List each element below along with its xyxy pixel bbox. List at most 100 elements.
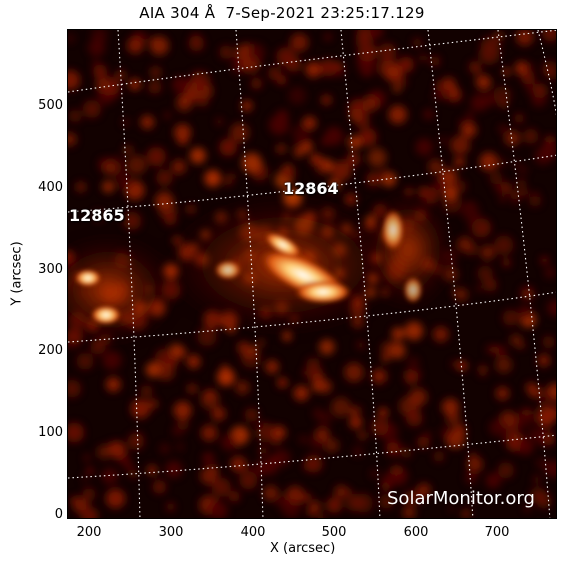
network-blob xyxy=(101,77,120,96)
network-blob xyxy=(215,118,223,126)
network-blob xyxy=(512,159,520,167)
network-blob xyxy=(324,438,340,453)
network-blob xyxy=(288,86,307,105)
network-blob xyxy=(82,488,96,501)
network-blob xyxy=(358,431,367,440)
network-blob xyxy=(102,180,115,193)
network-blob xyxy=(123,211,142,230)
network-blob xyxy=(284,164,292,172)
y-tick: 400 xyxy=(38,180,63,195)
network-blob xyxy=(514,61,529,76)
network-blob xyxy=(540,256,549,265)
network-blob xyxy=(348,136,362,149)
network-blob xyxy=(230,456,247,472)
x-tick: 500 xyxy=(321,525,347,540)
network-blob xyxy=(326,497,343,513)
network-blob xyxy=(344,193,357,206)
network-blob xyxy=(307,506,318,517)
network-blob xyxy=(444,187,458,201)
x-tick: 400 xyxy=(240,525,266,540)
network-blob xyxy=(265,360,279,374)
network-blob xyxy=(171,424,184,437)
network-blob xyxy=(450,360,458,368)
network-blob xyxy=(356,341,365,350)
network-blob xyxy=(494,235,514,255)
network-blob xyxy=(159,443,171,454)
network-blob xyxy=(156,363,175,381)
network-blob xyxy=(280,165,296,181)
network-blob xyxy=(529,487,547,504)
network-blob xyxy=(450,135,470,155)
network-blob xyxy=(275,145,284,153)
network-blob xyxy=(489,419,506,436)
network-blob xyxy=(315,427,330,442)
network-blob xyxy=(526,427,541,441)
network-blob xyxy=(108,441,127,459)
network-blob xyxy=(230,123,250,143)
network-blob xyxy=(445,429,465,449)
network-blob xyxy=(529,386,541,398)
network-blob xyxy=(468,452,478,462)
network-blob xyxy=(169,343,183,357)
network-blob xyxy=(304,454,323,473)
network-blob xyxy=(353,493,373,513)
network-blob xyxy=(517,165,528,176)
network-blob xyxy=(211,477,231,497)
x-tick: 600 xyxy=(403,525,429,540)
network-blob xyxy=(302,369,309,376)
network-blob xyxy=(471,497,477,504)
network-blob xyxy=(407,356,420,369)
active-region-core xyxy=(74,208,423,325)
network-blob xyxy=(154,348,174,368)
network-blob xyxy=(211,406,226,421)
network-blob xyxy=(544,266,556,279)
network-blob xyxy=(105,377,121,392)
network-blob xyxy=(88,39,106,57)
network-blob xyxy=(346,152,361,166)
network-blob xyxy=(467,116,474,123)
network-blob xyxy=(156,169,173,186)
network-blob xyxy=(424,431,431,439)
network-blob xyxy=(315,161,329,175)
network-blob xyxy=(319,59,337,77)
network-blob xyxy=(419,54,427,62)
network-blob xyxy=(235,380,250,395)
network-blob xyxy=(103,160,119,176)
network-blob xyxy=(358,128,377,146)
network-blob xyxy=(293,146,305,158)
network-blob xyxy=(140,385,153,398)
network-blob xyxy=(495,345,507,357)
network-blob xyxy=(291,125,308,142)
network-blob xyxy=(457,360,468,371)
network-blob xyxy=(146,147,166,167)
network-blob xyxy=(431,92,440,100)
network-blob xyxy=(480,245,495,260)
network-blob xyxy=(381,341,397,357)
network-blob xyxy=(454,156,465,168)
network-blob xyxy=(514,113,524,124)
network-blob xyxy=(179,94,190,106)
network-blob xyxy=(391,327,405,341)
network-blob xyxy=(331,397,351,418)
network-blob xyxy=(476,285,483,292)
network-blob xyxy=(433,326,449,342)
network-blob xyxy=(490,346,498,354)
network-blob xyxy=(499,181,512,195)
network-blob xyxy=(221,364,229,372)
network-blob xyxy=(152,480,167,494)
x-tick: 300 xyxy=(158,525,184,540)
network-blob xyxy=(544,68,552,76)
network-blob xyxy=(123,145,133,155)
network-blob xyxy=(479,152,498,171)
network-blob xyxy=(334,485,348,499)
network-blob xyxy=(440,168,458,186)
network-blob xyxy=(517,438,534,455)
network-blob xyxy=(313,373,324,384)
network-blob xyxy=(417,483,431,497)
network-blob xyxy=(461,508,471,518)
network-blob xyxy=(68,132,77,147)
network-blob xyxy=(219,138,237,157)
x-tick: 700 xyxy=(484,525,510,540)
network-blob xyxy=(186,354,201,369)
network-blob xyxy=(345,488,352,496)
